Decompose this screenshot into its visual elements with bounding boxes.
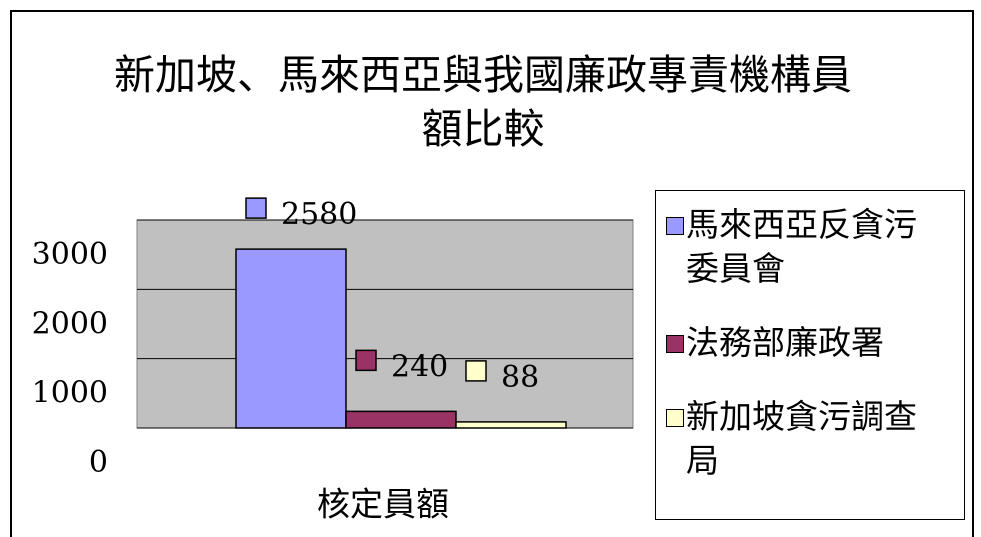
label-key	[465, 360, 487, 382]
legend-entry: 新加坡貪污調查局	[666, 395, 964, 483]
legend-label: 馬來西亞反貪污委員會	[686, 205, 917, 288]
data-label: 2580	[281, 197, 357, 232]
plot-area	[136, 219, 634, 429]
legend-label: 新加坡貪污調查局	[686, 397, 917, 480]
bar	[455, 421, 567, 429]
y-tick-label: 1000	[32, 376, 108, 411]
label-key	[245, 197, 267, 219]
bar	[345, 410, 457, 429]
bar	[235, 248, 347, 429]
chart-title: 新加坡、馬來西亞與我國廉政專責機構員額比較	[114, 51, 852, 153]
legend-key	[666, 335, 684, 353]
x-tick-label: 核定員額	[317, 485, 449, 524]
y-tick-label: 3000	[32, 237, 108, 272]
legend-label: 法務部廉政署	[686, 323, 884, 362]
legend-key	[666, 217, 684, 235]
data-label: 88	[501, 360, 539, 395]
data-label: 240	[391, 349, 448, 384]
legend-key	[666, 409, 684, 427]
y-tick-label: 2000	[32, 306, 108, 341]
chart-frame	[10, 10, 974, 537]
y-tick-label: 0	[89, 445, 108, 480]
label-key	[355, 349, 377, 372]
legend: 馬來西亞反貪污委員會法務部廉政署新加坡貪污調查局	[655, 190, 965, 520]
legend-entry: 法務部廉政署	[666, 321, 964, 365]
legend-entry: 馬來西亞反貪污委員會	[666, 203, 964, 291]
